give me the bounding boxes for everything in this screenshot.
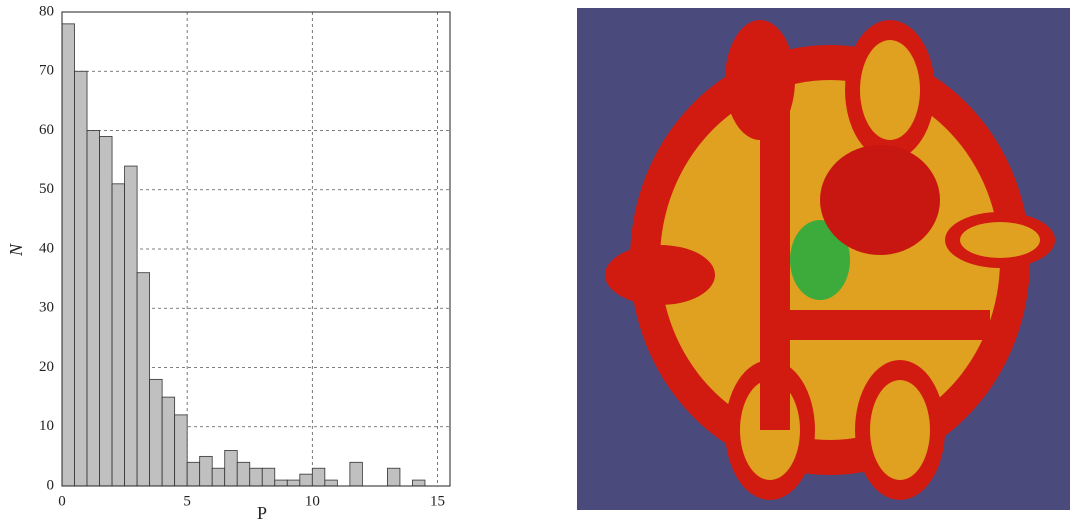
bar [311, 467, 326, 487]
bar [224, 450, 238, 487]
plot-frame [61, 11, 451, 487]
bar [299, 473, 313, 487]
bar [199, 455, 213, 487]
bar [86, 130, 100, 487]
bar [111, 183, 125, 487]
render-image [577, 8, 1070, 510]
bar [349, 461, 363, 487]
x-tick-label: 5 [183, 493, 191, 509]
bar [274, 479, 288, 487]
bar [387, 467, 401, 487]
bar [124, 165, 138, 487]
y-tick-label: 60 [39, 122, 54, 138]
x-tick-label: 0 [58, 493, 66, 509]
bar [236, 461, 251, 487]
bar [186, 461, 201, 487]
y-tick-label: 50 [39, 181, 54, 197]
y-tick-label: 30 [39, 300, 54, 316]
y-tick-label: 10 [39, 418, 54, 434]
bar [249, 467, 263, 487]
bar [286, 479, 301, 487]
x-axis-label: P [257, 503, 267, 523]
bar [74, 70, 88, 487]
bar [261, 467, 276, 487]
bar [61, 23, 75, 487]
y-tick-label: 80 [39, 3, 54, 19]
y-axis-label: N [6, 243, 26, 257]
y-tick-label: 70 [39, 63, 54, 79]
bar [412, 479, 426, 487]
bar [149, 378, 163, 487]
bar [99, 136, 113, 487]
bar [136, 272, 151, 487]
bar [161, 396, 176, 487]
bar [211, 467, 226, 487]
y-tick-label: 0 [47, 477, 55, 493]
y-tick-label: 40 [39, 240, 54, 256]
y-tick-label: 20 [39, 359, 54, 375]
bar [324, 479, 338, 487]
bar [174, 414, 188, 487]
x-tick-label: 10 [305, 493, 320, 509]
x-tick-label: 15 [430, 493, 445, 509]
